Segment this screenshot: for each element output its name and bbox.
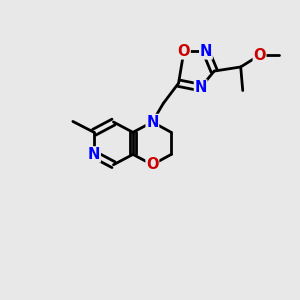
Text: O: O — [146, 157, 159, 172]
Text: N: N — [146, 115, 158, 130]
Text: O: O — [253, 48, 266, 63]
Text: N: N — [88, 147, 100, 162]
Text: O: O — [178, 44, 190, 59]
Text: N: N — [200, 44, 212, 59]
Text: N: N — [194, 80, 207, 95]
